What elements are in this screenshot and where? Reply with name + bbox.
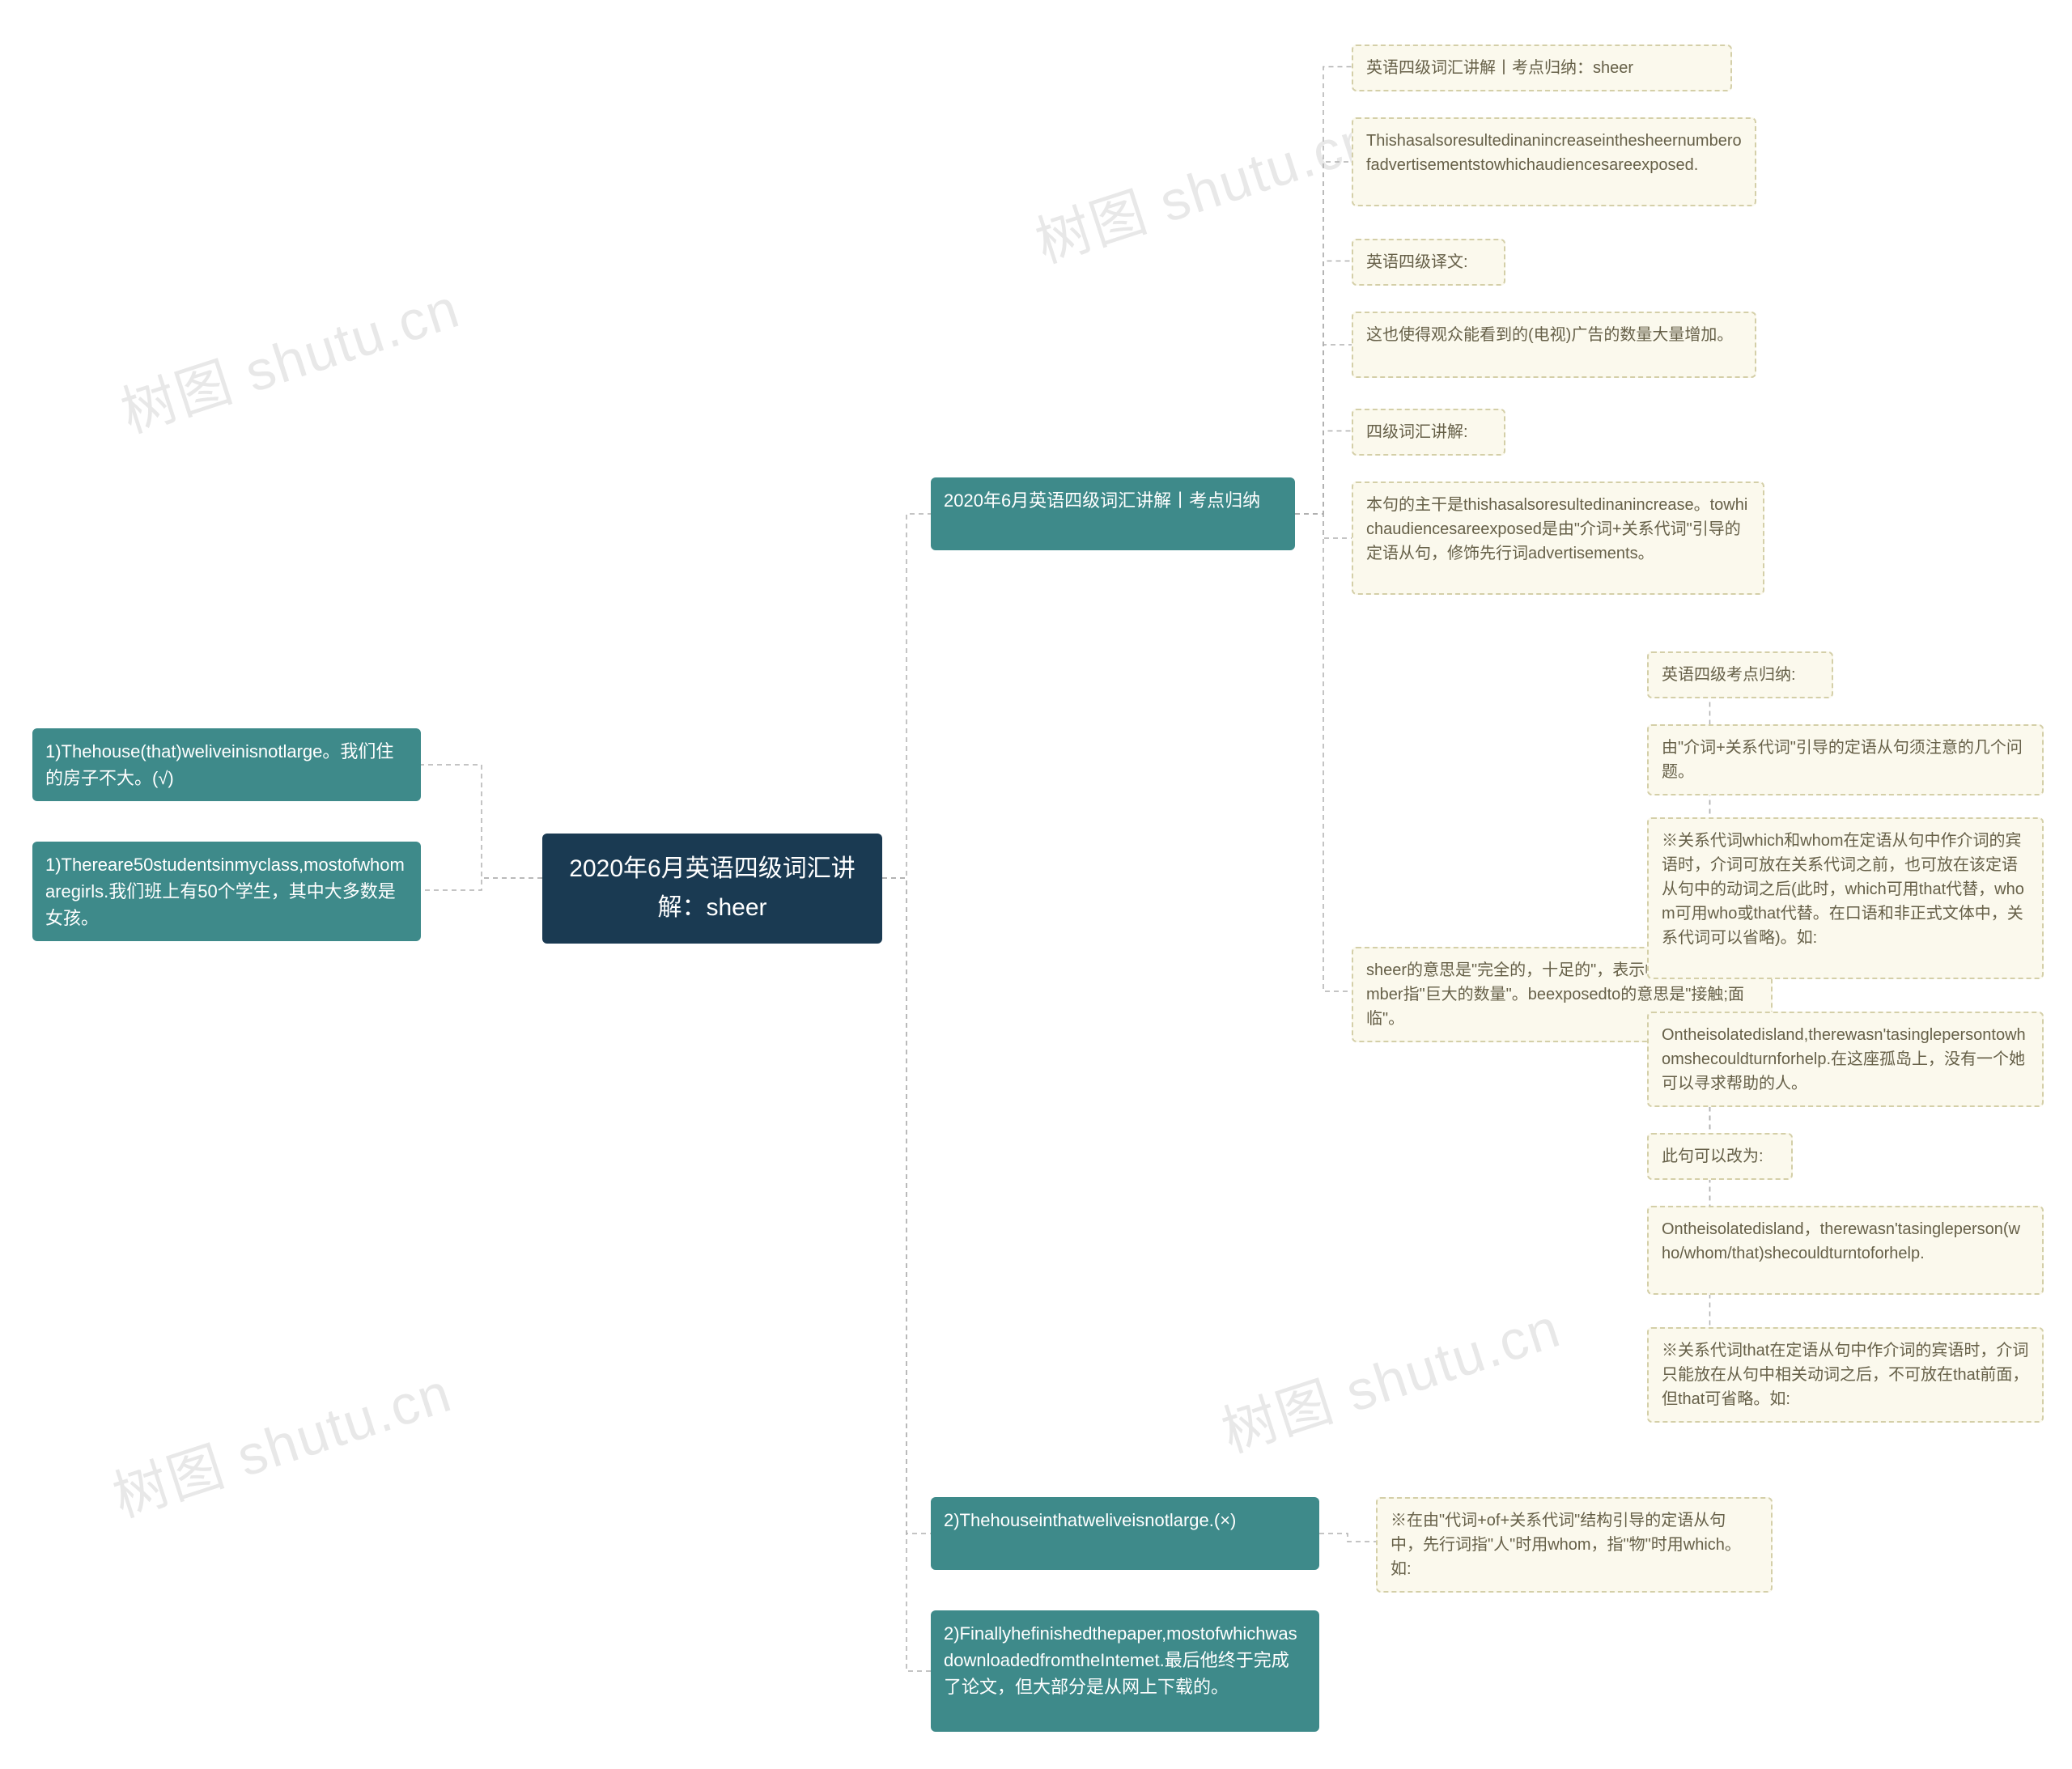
note-rule-which-whom: ※关系代词which和whom在定语从句中作介词的宾语时，介词可放在关系代词之前… xyxy=(1647,817,2044,979)
watermark: 树图 shutu.cn xyxy=(109,263,468,448)
watermark: 树图 shutu.cn xyxy=(101,1347,460,1532)
note-example-island-1: Ontheisolatedisland,therewasn'tasinglepe… xyxy=(1647,1012,2044,1107)
note-translation-label: 英语四级译文: xyxy=(1352,239,1505,286)
left-node-2: 1)Thereare50studentsinmyclass,mostofwhom… xyxy=(32,842,421,941)
note-grammar: 本句的主干是thishasalsoresultedinanincrease。to… xyxy=(1352,481,1764,595)
note-exam-points-label: 英语四级考点归纳: xyxy=(1647,651,1833,698)
note-rewrite-label: 此句可以改为: xyxy=(1647,1133,1793,1180)
note-translation: 这也使得观众能看到的(电视)广告的数量大量增加。 xyxy=(1352,312,1756,378)
root-node: 2020年6月英语四级词汇讲解：sheer xyxy=(542,834,882,944)
note-title: 英语四级词汇讲解丨考点归纳：sheer xyxy=(1352,45,1732,91)
left-node-1: 1)Thehouse(that)weliveinisnotlarge。我们住的房… xyxy=(32,728,421,801)
note-exam-points-intro: 由"介词+关系代词"引导的定语从句须注意的几个问题。 xyxy=(1647,724,2044,795)
note-vocab-label: 四级词汇讲解: xyxy=(1352,409,1505,456)
branch-example-2a: 2)Thehouseinthatweliveisnotlarge.(×) xyxy=(931,1497,1319,1570)
note-sentence: Thishasalsoresultedinanincreaseintheshee… xyxy=(1352,117,1756,206)
note-rule-of-which: ※在由"代词+of+关系代词"结构引导的定语从句中，先行词指"人"时用whom，… xyxy=(1376,1497,1773,1593)
branch-example-2b: 2)Finallyhefinishedthepaper,mostofwhichw… xyxy=(931,1610,1319,1732)
watermark: 树图 shutu.cn xyxy=(1024,93,1382,278)
branch-vocab-explain: 2020年6月英语四级词汇讲解丨考点归纳 xyxy=(931,477,1295,550)
note-example-island-2: Ontheisolatedisland，therewasn'tasinglepe… xyxy=(1647,1206,2044,1295)
watermark: 树图 shutu.cn xyxy=(1210,1283,1569,1467)
note-rule-that: ※关系代词that在定语从句中作介词的宾语时，介词只能放在从句中相关动词之后，不… xyxy=(1647,1327,2044,1423)
